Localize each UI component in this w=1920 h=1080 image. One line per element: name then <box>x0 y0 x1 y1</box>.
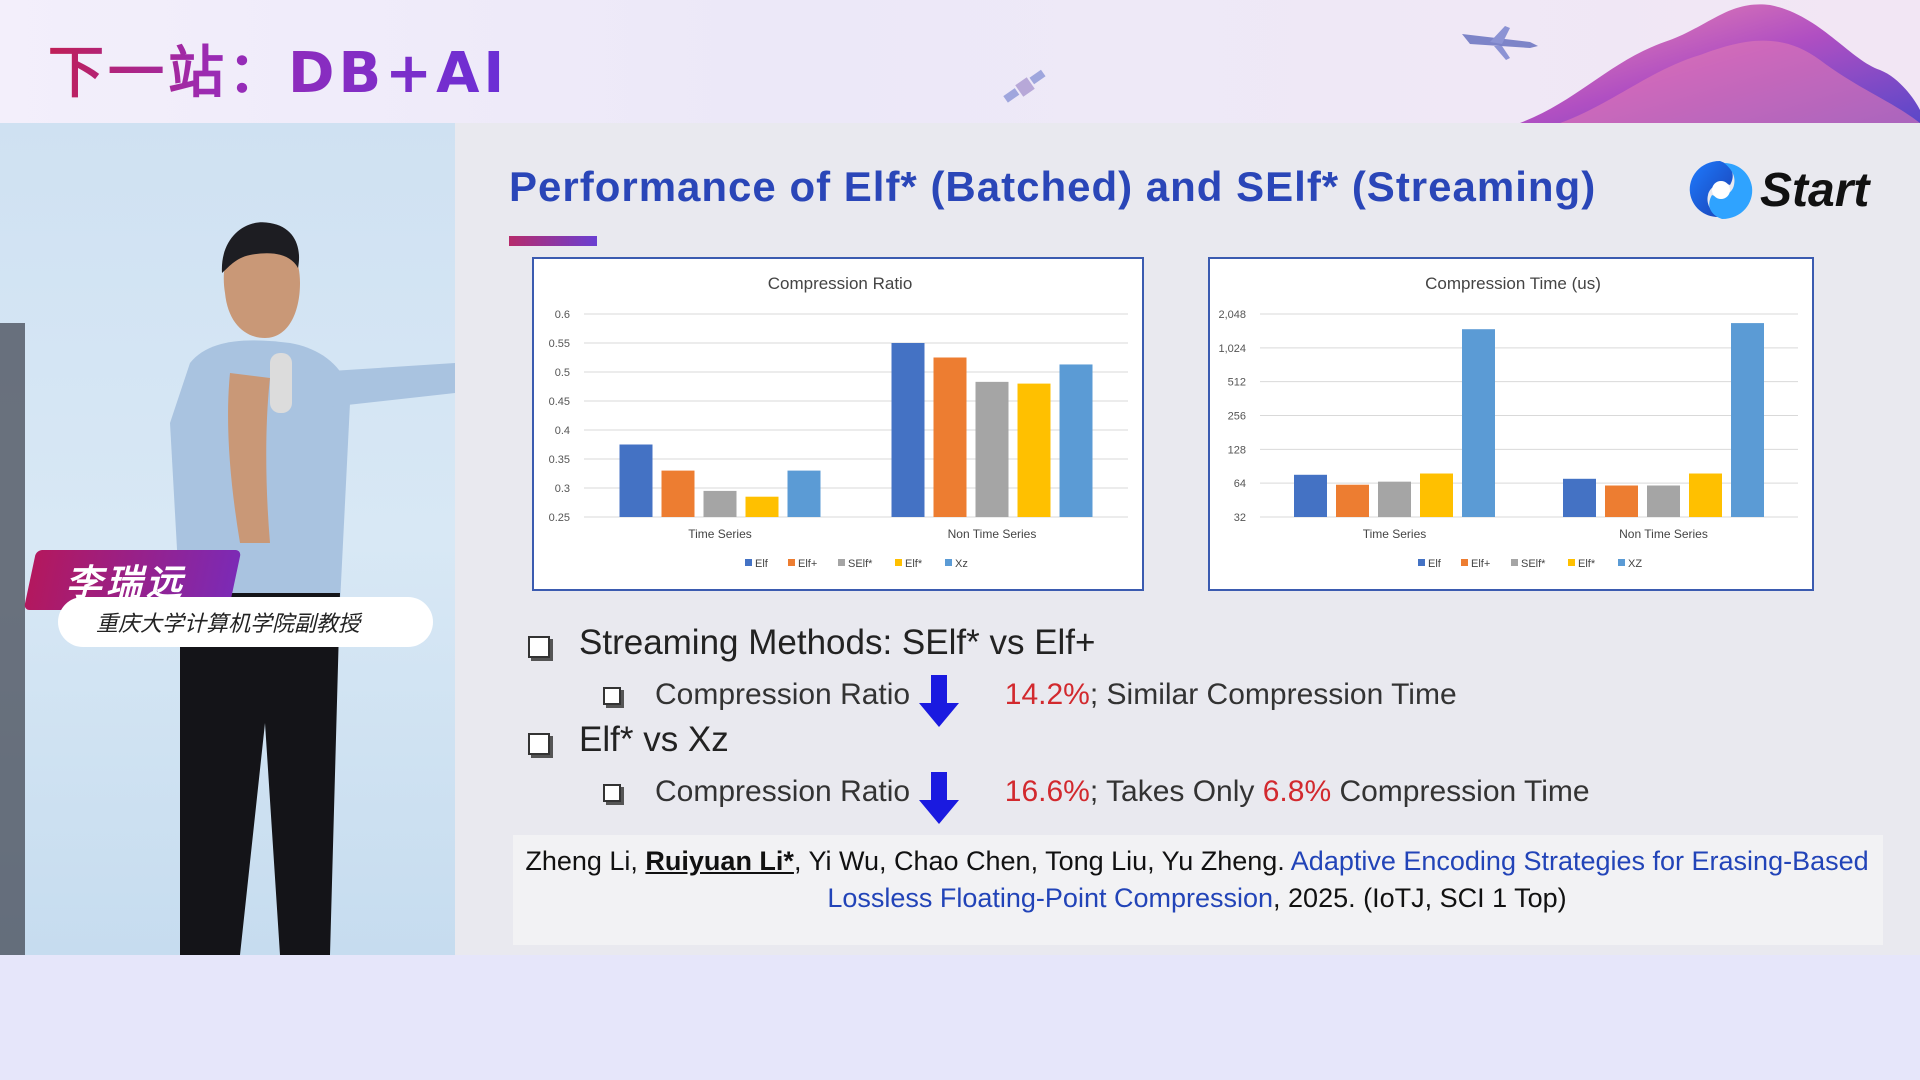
bullet-checkbox-icon <box>528 733 550 755</box>
compression-time-svg: Compression Time (us) 2,048 1,024 512 256 128… <box>1218 274 1798 570</box>
y-tick-label: 128 <box>1228 444 1246 456</box>
bar-self-0 <box>703 490 737 517</box>
bullet-streaming-methods: Streaming Methods: SElf* vs Elf+ <box>579 623 1096 662</box>
legend-swatch <box>838 559 845 566</box>
satellite-icon <box>1003 69 1046 103</box>
bullet-checkbox-icon <box>528 636 550 658</box>
bar-elf-1 <box>1605 485 1638 517</box>
bar-self-0 <box>1378 481 1411 517</box>
chart-title: Compression Ratio <box>768 274 913 293</box>
legend-swatch <box>895 559 902 566</box>
sub-bullet-checkbox-icon <box>603 784 621 802</box>
y-tick-label: 0.45 <box>549 396 570 408</box>
airplane-icon <box>1462 26 1538 60</box>
bar-elf-0 <box>1420 473 1453 517</box>
compression-ratio-chart: Compression Ratio 0.6 0.55 0.5 0.45 0.4 0.35 0.… <box>532 257 1144 591</box>
legend-swatch <box>1461 559 1468 566</box>
citation-background <box>513 835 1883 945</box>
compression-time-chart: Compression Time (us) 2,048 1,024 512 256 128… <box>1208 257 1814 591</box>
y-tick-label: 0.25 <box>549 512 570 524</box>
bar-self-1 <box>975 381 1009 517</box>
paper-title-line2: Lossless Floating-Point Compression <box>827 883 1274 913</box>
x-tick-label: Non Time Series <box>948 527 1037 541</box>
legend-label: Elf* <box>905 558 923 570</box>
x-tick-label: Non Time Series <box>1619 527 1708 541</box>
sub-bullet-streaming-ratio: Compression Ratio 14.2%; Similar Compres… <box>655 678 1457 711</box>
bar-elf-0 <box>1336 484 1369 517</box>
bar-elf-0 <box>619 444 653 517</box>
presentation-slide: Performance of Elf* (Batched) and SElf* … <box>455 123 1920 955</box>
compression-ratio-svg: Compression Ratio 0.6 0.55 0.5 0.45 0.4 0.35 0.… <box>549 274 1128 570</box>
legend-swatch <box>1418 559 1425 566</box>
y-tick-label: 512 <box>1228 377 1246 389</box>
sub-bullet-checkbox-icon <box>603 687 621 705</box>
bar-elf-0 <box>745 496 779 517</box>
chart-title: Compression Time (us) <box>1425 274 1601 293</box>
legend-label: Elf+ <box>798 558 817 570</box>
legend-label: Elf <box>1428 558 1442 570</box>
y-tick-label: 0.35 <box>549 454 570 466</box>
bullet-elf-vs-xz: Elf* vs Xz <box>579 720 729 759</box>
y-tick-label: 0.6 <box>555 309 570 321</box>
bar-elf-1 <box>933 357 967 517</box>
y-tick-label: 0.3 <box>555 483 570 495</box>
bar-xz-0 <box>1462 329 1495 517</box>
legend-label: Elf* <box>1578 558 1596 570</box>
legend-swatch <box>1618 559 1625 566</box>
down-arrow-icon <box>919 772 959 824</box>
y-tick-label: 32 <box>1234 512 1246 524</box>
y-tick-label: 2,048 <box>1218 309 1246 321</box>
bar-elf-1 <box>1563 478 1596 517</box>
x-tick-label: Time Series <box>688 527 752 541</box>
y-tick-label: 0.5 <box>555 367 570 379</box>
start-logo-icon <box>1689 161 1753 219</box>
bar-elf-1 <box>1017 383 1051 517</box>
bottom-letterbox <box>0 955 1920 1080</box>
bar-xz-1 <box>1059 364 1093 517</box>
speaker-title: 重庆大学计算机学院副教授 <box>96 612 361 637</box>
legend-label: SElf* <box>848 558 873 570</box>
legend-swatch <box>788 559 795 566</box>
y-tick-label: 0.55 <box>549 338 570 350</box>
legend-label: Xz <box>955 558 968 570</box>
sub-bullet-elf-ratio: Compression Ratio 16.6%; Takes Only 6.8%… <box>655 775 1590 808</box>
legend-label: XZ <box>1628 558 1642 570</box>
y-tick-label: 256 <box>1228 411 1246 423</box>
bar-self-1 <box>1647 485 1680 517</box>
down-arrow-icon <box>919 675 959 727</box>
citation: Zheng Li, Ruiyuan Li*, Yi Wu, Chao Chen,… <box>525 846 1869 913</box>
bar-xz-0 <box>787 470 821 517</box>
bar-elf-0 <box>1294 474 1327 517</box>
mountain-decoration <box>1520 4 1920 123</box>
top-banner: 下一站：DB+AI <box>0 0 1920 123</box>
banner-title: 下一站：DB+AI <box>48 28 508 109</box>
title-accent-bar <box>509 236 597 246</box>
legend-label: SElf* <box>1521 558 1546 570</box>
speaker-video-panel <box>0 123 455 955</box>
start-logo-text: Start <box>1760 164 1870 217</box>
bar-elf-1 <box>1689 473 1722 517</box>
highlighted-author: Ruiyuan Li* <box>645 846 794 876</box>
speaker-figure <box>0 222 455 955</box>
legend-swatch <box>1568 559 1575 566</box>
y-tick-label: 1,024 <box>1218 343 1246 355</box>
paper-title-line1: Adaptive Encoding Strategies for Erasing… <box>1290 846 1869 876</box>
bar-elf-1 <box>891 343 925 517</box>
y-tick-label: 64 <box>1234 478 1246 490</box>
legend-swatch <box>745 559 752 566</box>
y-tick-label: 0.4 <box>555 425 570 437</box>
legend-label: Elf+ <box>1471 558 1490 570</box>
legend-label: Elf <box>755 558 769 570</box>
bar-xz-1 <box>1731 323 1764 517</box>
legend-swatch <box>1511 559 1518 566</box>
bar-elf-0 <box>661 470 695 517</box>
x-tick-label: Time Series <box>1363 527 1427 541</box>
legend-swatch <box>945 559 952 566</box>
title-tag-background <box>58 597 433 647</box>
slide-title: Performance of Elf* (Batched) and SElf* … <box>509 163 1597 210</box>
